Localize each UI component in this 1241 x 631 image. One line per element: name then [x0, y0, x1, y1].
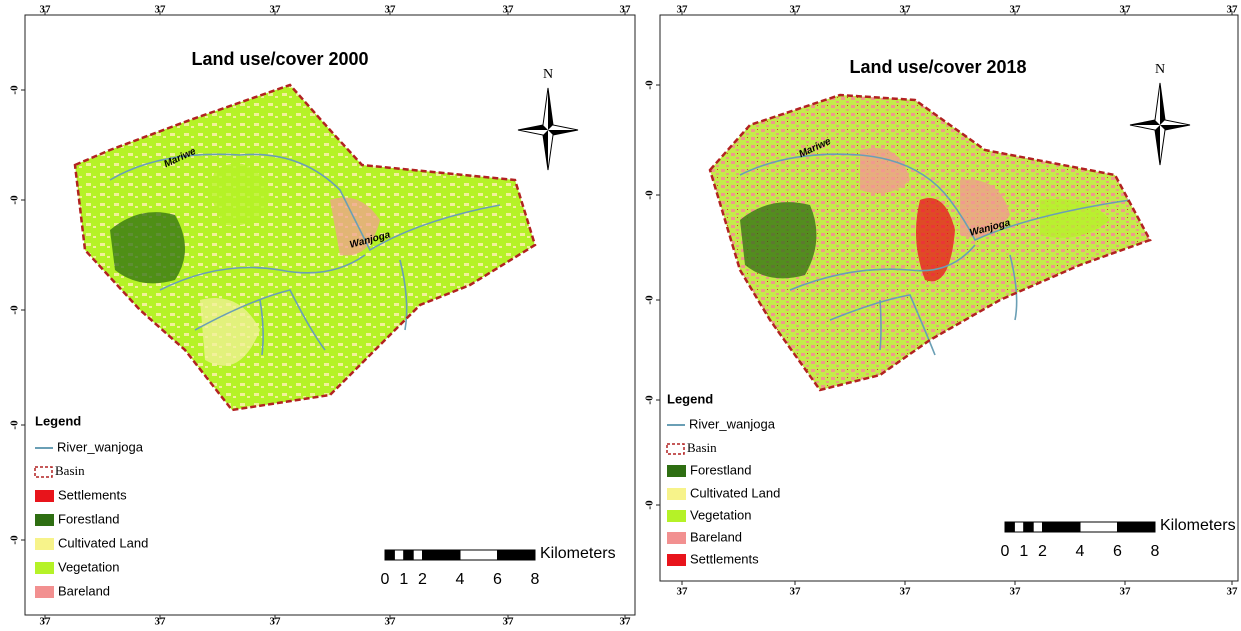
legend-swatch [667, 532, 686, 544]
scale-segment [404, 550, 413, 560]
scale-segment [1033, 522, 1042, 532]
left-tick-label: -0 [644, 80, 656, 90]
legend-swatch [667, 554, 686, 566]
legend-label: Settlements [58, 487, 127, 502]
scale-segment [1024, 522, 1033, 532]
left-tick-label: -0 [644, 395, 656, 405]
bottom-tick-label: 37 [790, 586, 802, 598]
top-tick-label: 37 [900, 4, 912, 16]
legend-label: Forestland [58, 511, 119, 526]
scale-segment [498, 550, 536, 560]
north-label: N [1155, 62, 1165, 77]
legend-label: Vegetation [690, 507, 751, 522]
legend-swatch [35, 514, 54, 526]
bottom-tick-label: 37 [1010, 586, 1022, 598]
scale-segment [1005, 522, 1014, 532]
bottom-tick-label: 37 [620, 616, 632, 628]
left-tick-label: -0 [644, 190, 656, 200]
scale-segment [394, 550, 403, 560]
scale-unit: Kilometers [1160, 517, 1236, 534]
bottom-tick-label: 37 [385, 616, 397, 628]
legend-swatch [35, 538, 54, 550]
legend-label: Basin [55, 463, 85, 478]
left-tick-label: -0 [9, 535, 21, 545]
scale-label: 8 [531, 571, 540, 588]
legend-label: Cultivated Land [58, 535, 148, 550]
map-title: Land use/cover 2018 [849, 57, 1026, 77]
legend-swatch [35, 490, 54, 502]
bottom-tick-label: 37 [40, 616, 52, 628]
left-tick-label: -0 [9, 420, 21, 430]
top-tick-label: 37 [620, 4, 632, 16]
scale-label: 1 [1019, 543, 1028, 560]
legend-swatch [35, 562, 54, 574]
scale-segment [413, 550, 422, 560]
scale-label: 0 [381, 571, 390, 588]
legend-label: Forestland [690, 462, 751, 477]
legend-label: Bareland [58, 583, 110, 598]
legend-label: Cultivated Land [690, 485, 780, 500]
top-tick-label: 37 [270, 4, 282, 16]
legend-label: River_wanjoga [689, 416, 776, 431]
scale-segment [1014, 522, 1023, 532]
top-tick-label: 37 [677, 4, 689, 16]
scale-label: 6 [493, 571, 502, 588]
land-patch [110, 212, 185, 283]
legend-swatch [667, 465, 686, 477]
bottom-tick-label: 37 [677, 586, 689, 598]
bottom-tick-label: 37 [155, 616, 167, 628]
legend-label: River_wanjoga [57, 439, 144, 454]
scale-label: 8 [1151, 543, 1160, 560]
scale-label: 1 [399, 571, 408, 588]
scale-segment [385, 550, 394, 560]
bottom-tick-label: 37 [1227, 586, 1239, 598]
north-label: N [543, 67, 553, 82]
scale-label: 6 [1113, 543, 1122, 560]
scale-unit: Kilometers [540, 545, 616, 562]
scale-segment [1043, 522, 1081, 532]
top-tick-label: 37 [1227, 4, 1239, 16]
scale-segment [1118, 522, 1156, 532]
scale-label: 4 [1076, 543, 1085, 560]
bottom-tick-label: 37 [1120, 586, 1132, 598]
left-tick-label: -0 [9, 85, 21, 95]
scale-label: 4 [456, 571, 465, 588]
bottom-tick-label: 37 [503, 616, 515, 628]
top-tick-label: 37 [40, 4, 52, 16]
top-tick-label: 37 [1120, 4, 1132, 16]
bottom-tick-label: 37 [900, 586, 912, 598]
legend-label: Settlements [690, 551, 759, 566]
legend-label: Vegetation [58, 559, 119, 574]
left-tick-label: -0 [644, 500, 656, 510]
scale-segment [460, 550, 498, 560]
top-tick-label: 37 [790, 4, 802, 16]
legend-title: Legend [667, 391, 713, 406]
figure: 373737373737373737373737-0-0-0-0-0Mariwe… [0, 0, 1241, 631]
legend-label: Bareland [690, 529, 742, 544]
scale-label: 0 [1001, 543, 1010, 560]
top-tick-label: 37 [385, 4, 397, 16]
legend-title: Legend [35, 413, 81, 428]
scale-label: 2 [418, 571, 427, 588]
legend-swatch [667, 488, 686, 500]
legend-label: Basin [687, 440, 717, 455]
scale-segment [423, 550, 461, 560]
top-tick-label: 37 [1010, 4, 1022, 16]
left-tick-label: -0 [644, 295, 656, 305]
scale-segment [1080, 522, 1118, 532]
land-patch [740, 202, 816, 278]
scale-label: 2 [1038, 543, 1047, 560]
map-title: Land use/cover 2000 [191, 49, 368, 69]
legend-swatch [667, 510, 686, 522]
left-tick-label: -0 [9, 305, 21, 315]
bottom-tick-label: 37 [270, 616, 282, 628]
legend-swatch [35, 586, 54, 598]
left-tick-label: -0 [9, 195, 21, 205]
top-tick-label: 37 [503, 4, 515, 16]
top-tick-label: 37 [155, 4, 167, 16]
